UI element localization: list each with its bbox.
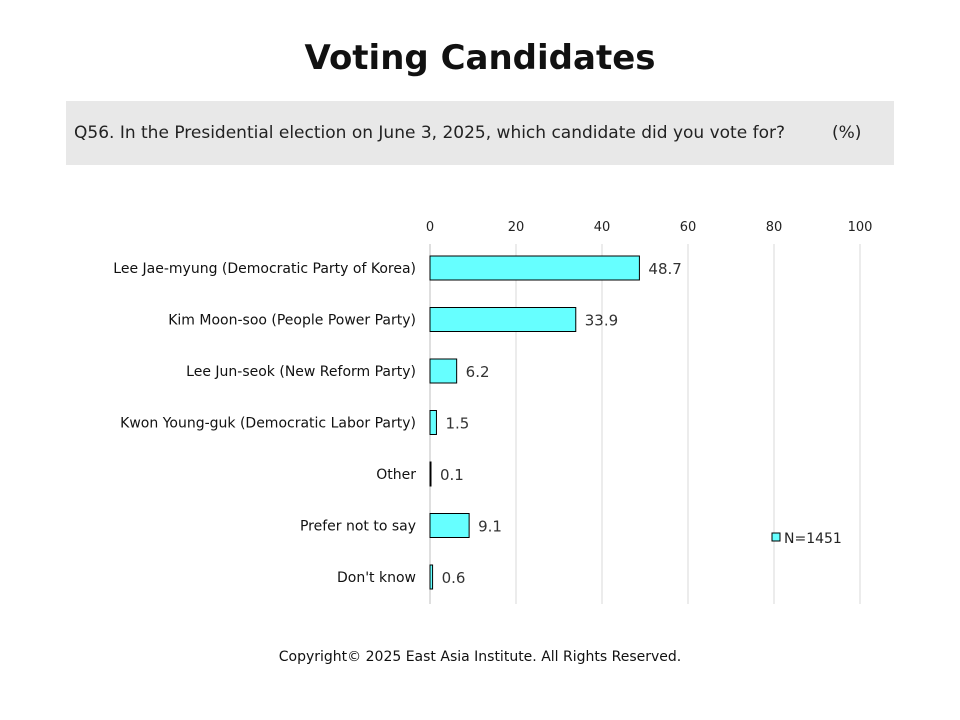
x-tick-label: 80 xyxy=(766,220,783,235)
category-label: Don't know xyxy=(337,570,416,586)
legend-swatch xyxy=(771,532,781,542)
bar xyxy=(429,564,434,590)
data-label: 9.1 xyxy=(478,518,502,536)
bar xyxy=(429,410,437,435)
category-label: Other xyxy=(376,467,416,483)
category-label: Kim Moon-soo (People Power Party) xyxy=(168,313,416,329)
data-label: 1.5 xyxy=(445,415,469,433)
legend-label: N=1451 xyxy=(784,531,842,547)
data-label: 0.1 xyxy=(440,466,464,484)
category-labels: Lee Jae-myung (Democratic Party of Korea… xyxy=(113,261,416,586)
x-axis-ticks: 0 20 40 60 80 100 xyxy=(426,220,873,235)
question-box: Q56. In the Presidential election on Jun… xyxy=(66,101,894,165)
category-label: Prefer not to say xyxy=(300,519,416,535)
data-label: 48.7 xyxy=(648,260,681,278)
x-tick-label: 100 xyxy=(848,220,873,235)
x-tick-label: 60 xyxy=(680,220,697,235)
unit-label: (%) xyxy=(832,123,862,143)
data-label: 0.6 xyxy=(442,569,466,587)
data-label: 6.2 xyxy=(466,363,490,381)
data-labels: 48.7 33.9 6.2 1.5 0.1 9.1 0.6 xyxy=(440,260,682,587)
bar xyxy=(429,513,470,538)
bar xyxy=(429,358,458,384)
gridlines xyxy=(515,244,861,604)
x-tick-label: 0 xyxy=(426,220,434,235)
bar xyxy=(429,461,432,487)
category-label: Lee Jun-seok (New Reform Party) xyxy=(186,364,416,380)
copyright-notice: Copyright© 2025 East Asia Institute. All… xyxy=(278,649,682,665)
bars xyxy=(429,255,640,590)
x-tick-label: 20 xyxy=(508,220,525,235)
page-title: Voting Candidates xyxy=(304,38,656,78)
category-label: Kwon Young-guk (Democratic Labor Party) xyxy=(120,416,416,432)
bar xyxy=(429,307,577,332)
data-label: 33.9 xyxy=(585,312,618,330)
question-text: Q56. In the Presidential election on Jun… xyxy=(74,123,785,143)
category-label: Lee Jae-myung (Democratic Party of Korea… xyxy=(113,261,416,277)
bar xyxy=(429,255,640,281)
legend: N=1451 xyxy=(771,531,842,547)
x-tick-label: 40 xyxy=(594,220,611,235)
